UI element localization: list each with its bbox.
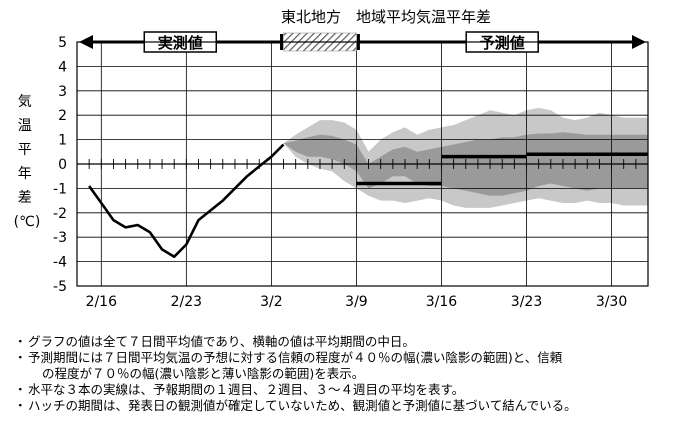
y-tick-label: -2 <box>53 206 67 222</box>
y-tick-label: -1 <box>53 181 67 197</box>
note-3: 水平な３本の実線は、予報期間の１週目、２週目、３～４週目の平均を表す。 <box>14 382 694 398</box>
x-tick-label: 3/2 <box>260 294 283 310</box>
forecast-label: 予測値 <box>480 34 525 52</box>
y-axis-label-text: 気 温 平 年 差 (℃) <box>14 94 41 230</box>
x-tick-label: 3/30 <box>596 294 627 310</box>
x-tick-label: 2/23 <box>171 294 202 310</box>
y-tick-label: 3 <box>58 84 67 100</box>
note-2: 予測期間には７日間平均気温の予想に対する信頼の程度が４０％の幅(濃い陰影の範囲)… <box>14 350 694 366</box>
note-4: ハッチの期間は、発表日の観測値が確定していないため、観測値と予測値に基づいて結ん… <box>14 398 694 414</box>
y-tick-label: 5 <box>58 35 67 51</box>
y-tick-label: -3 <box>53 230 67 246</box>
x-tick-label: 3/23 <box>511 294 542 310</box>
y-tick-label: 1 <box>58 133 67 149</box>
temperature-anomaly-chart: 東北地方 地域平均気温平年差 気 温 平 年 差 (℃) 5 4 3 2 1 0 -1 -2 -… <box>14 8 649 310</box>
y-tick-label: -4 <box>53 255 67 271</box>
x-tick-label: 3/9 <box>345 294 368 310</box>
note-1: グラフの値は全て７日間平均値であり、横軸の値は平均期間の中日。 <box>14 334 694 350</box>
y-tick-label: -5 <box>53 279 67 295</box>
y-tick-label: 0 <box>58 157 67 173</box>
x-tick-label: 3/16 <box>426 294 458 310</box>
x-tick-label: 2/16 <box>86 294 118 310</box>
observed-label: 実測値 <box>158 34 203 52</box>
y-tick-label: 2 <box>58 108 67 124</box>
y-axis-label: 気 温 平 年 差 (℃) <box>14 94 41 230</box>
note-2-continued: の程度が７０％の幅(濃い陰影と薄い陰影の範囲)を表示。 <box>42 366 365 381</box>
notes: グラフの値は全て７日間平均値であり、横軸の値は平均期間の中日。 予測期間には７日… <box>14 334 694 414</box>
observed-line <box>88 143 285 258</box>
plot-frame <box>76 41 649 287</box>
y-tick-label: 4 <box>58 59 67 75</box>
chart-title: 東北地方 地域平均気温平年差 <box>281 8 491 26</box>
